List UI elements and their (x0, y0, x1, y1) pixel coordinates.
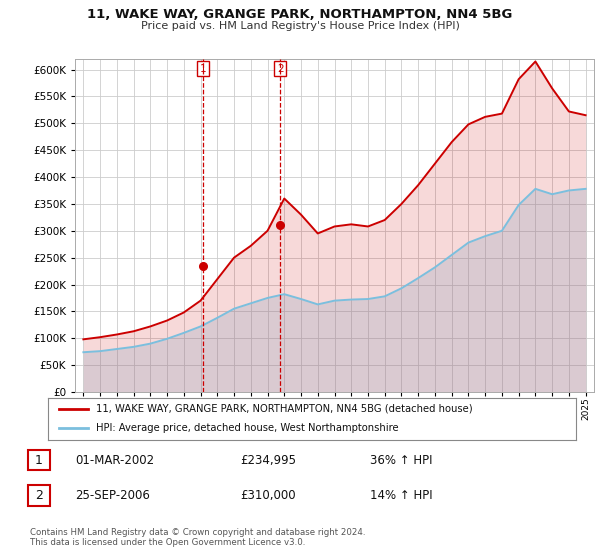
Text: 11, WAKE WAY, GRANGE PARK, NORTHAMPTON, NN4 5BG (detached house): 11, WAKE WAY, GRANGE PARK, NORTHAMPTON, … (95, 404, 472, 414)
Text: Contains HM Land Registry data © Crown copyright and database right 2024.
This d: Contains HM Land Registry data © Crown c… (30, 528, 365, 547)
Text: 2: 2 (35, 489, 43, 502)
Text: 36% ↑ HPI: 36% ↑ HPI (370, 454, 433, 466)
Bar (28, 486, 50, 506)
Text: 01-MAR-2002: 01-MAR-2002 (75, 454, 154, 466)
Text: 1: 1 (35, 454, 43, 466)
Text: 2: 2 (277, 64, 283, 74)
Text: 14% ↑ HPI: 14% ↑ HPI (370, 489, 433, 502)
Text: £310,000: £310,000 (240, 489, 296, 502)
Text: 25-SEP-2006: 25-SEP-2006 (75, 489, 150, 502)
Text: 1: 1 (200, 64, 207, 74)
Bar (28, 450, 50, 470)
Text: HPI: Average price, detached house, West Northamptonshire: HPI: Average price, detached house, West… (95, 423, 398, 433)
Text: 11, WAKE WAY, GRANGE PARK, NORTHAMPTON, NN4 5BG: 11, WAKE WAY, GRANGE PARK, NORTHAMPTON, … (88, 8, 512, 21)
Text: Price paid vs. HM Land Registry's House Price Index (HPI): Price paid vs. HM Land Registry's House … (140, 21, 460, 31)
Text: £234,995: £234,995 (240, 454, 296, 466)
